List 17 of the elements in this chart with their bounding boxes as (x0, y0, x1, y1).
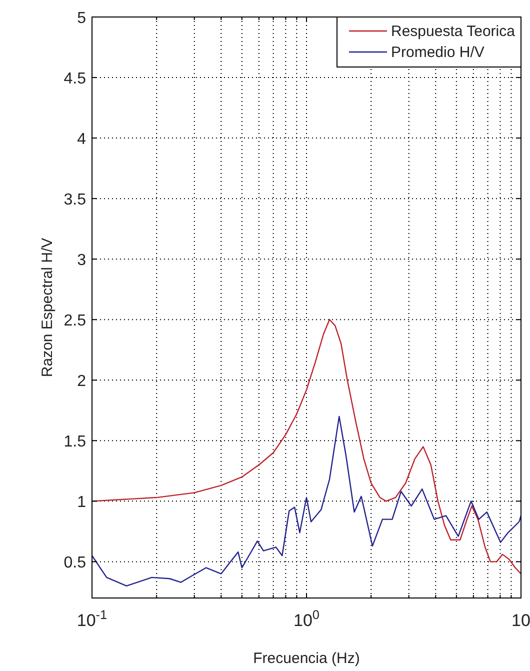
y-tick-label: 4 (77, 131, 86, 148)
y-axis-title: Razon Espectral H/V (39, 238, 56, 378)
y-tick-label: 3.5 (64, 192, 86, 209)
y-tick-label: 5 (77, 10, 86, 27)
x-tick-label: 10 (512, 611, 530, 630)
y-tick-label: 2.5 (64, 312, 86, 330)
legend-label: Respuesta Teorica (391, 23, 516, 40)
y-tick-label: 2 (77, 373, 86, 390)
x-tick-label: 10$^{0}$ (293, 606, 320, 630)
y-tick-label: 4.5 (64, 70, 86, 88)
y-tick-label: 1 (77, 494, 86, 512)
y-tick-label: 0.5 (64, 554, 86, 572)
legend-label: Promedio H/V (391, 44, 484, 61)
x-axis-title: Frecuencia (Hz) (253, 650, 360, 667)
y-tick-label: 1.5 (64, 434, 86, 451)
x-tick-label: 10$^{-1}$ (76, 606, 108, 630)
y-tick-label: 3 (77, 252, 86, 270)
